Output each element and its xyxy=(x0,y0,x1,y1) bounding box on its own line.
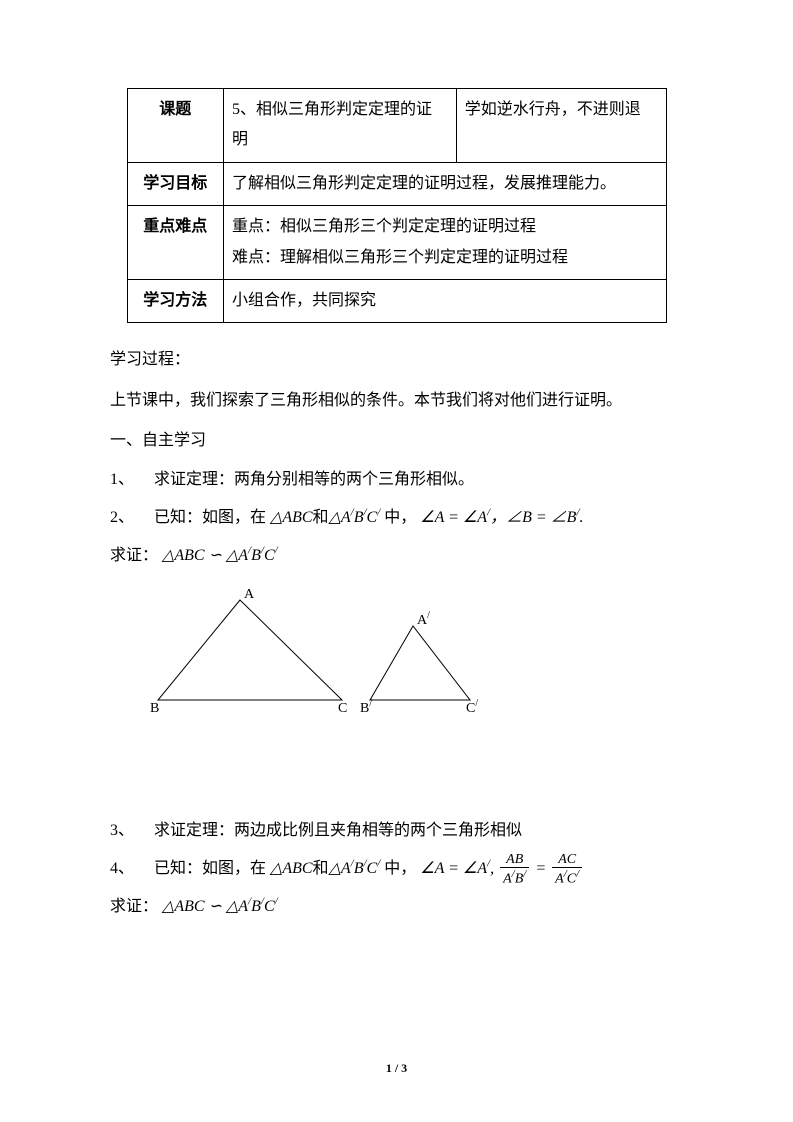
item-2-expr2: △A/B/C/ xyxy=(329,509,381,526)
triangle-abc-prime xyxy=(370,626,470,700)
row1-title: 5、相似三角形判定定理的证明 xyxy=(223,89,456,163)
label-b: B xyxy=(150,701,159,716)
prove-2-expr: △ABC ∽ △A/B/C/ xyxy=(162,898,278,915)
item-2-expr1: △ABC xyxy=(270,509,313,526)
prove-2: 求证： △ABC ∽ △A/B/C/ xyxy=(110,888,683,926)
triangles-svg: A B C A/ B/ C/ xyxy=(140,584,500,718)
process-intro: 上节课中，我们探索了三角形相似的条件。本节我们将对他们进行证明。 xyxy=(110,382,683,420)
row3-lineA: 重点：相似三角形三个判定定理的证明过程 xyxy=(232,212,658,242)
row2-content: 了解相似三角形判定定理的证明过程，发展推理能力。 xyxy=(223,162,666,205)
section-a: 一、自主学习 xyxy=(110,422,683,460)
item-2-num: 2、 xyxy=(110,499,150,537)
item-4: 4、 已知：如图，在 △ABC和△A/B/C/ 中， ∠A = ∠A/, ABA… xyxy=(110,850,683,888)
fraction-ac: ACA/C/ xyxy=(552,852,582,887)
label-b-prime: B/ xyxy=(360,698,372,716)
item-4-expr2: △A/B/C/ xyxy=(329,860,381,877)
item-2: 2、 已知：如图，在 △ABC和△A/B/C/ 中， ∠A = ∠A/，∠B =… xyxy=(110,499,683,537)
item-2-prefix: 已知：如图，在 xyxy=(154,509,266,526)
item-2-mid: 中， xyxy=(384,509,416,526)
row3-label: 重点难点 xyxy=(127,206,223,280)
prove-1: 求证： △ABC ∽ △A/B/C/ xyxy=(110,537,683,575)
item-4-angle: ∠A = ∠A/, xyxy=(420,860,494,877)
row1-label: 课题 xyxy=(127,89,223,163)
triangle-diagram: A B C A/ B/ C/ xyxy=(140,584,500,714)
item-4-mid: 中， xyxy=(384,860,416,877)
item-4-prefix: 已知：如图，在 xyxy=(154,860,266,877)
item-3: 3、 求证定理：两边成比例且夹角相等的两个三角形相似 xyxy=(110,812,683,850)
label-a: A xyxy=(244,587,255,602)
row3-content: 重点：相似三角形三个判定定理的证明过程 难点：理解相似三角形三个判定定理的证明过… xyxy=(223,206,666,280)
row4-label: 学习方法 xyxy=(127,279,223,322)
row3-lineB: 难点：理解相似三角形三个判定定理的证明过程 xyxy=(232,243,658,273)
process-heading: 学习过程： xyxy=(110,341,683,379)
eq-sign: = xyxy=(535,860,546,877)
item-4-num: 4、 xyxy=(110,850,150,888)
triangle-abc xyxy=(158,600,342,700)
info-table: 课题 5、相似三角形判定定理的证明 学如逆水行舟，不进则退 学习目标 了解相似三… xyxy=(127,88,667,323)
row1-motto: 学如逆水行舟，不进则退 xyxy=(456,89,666,163)
label-c-prime: C/ xyxy=(466,698,478,716)
row4-content: 小组合作，共同探究 xyxy=(223,279,666,322)
page-footer: 1 / 3 xyxy=(0,1061,793,1076)
fraction-ab: ABA/B/ xyxy=(500,852,529,887)
prove-1-label: 求证： xyxy=(110,547,158,564)
item-3-num: 3、 xyxy=(110,812,150,850)
blank-gap xyxy=(110,722,683,812)
label-a-prime: A/ xyxy=(417,610,430,628)
label-c: C xyxy=(338,701,347,716)
prove-2-label: 求证： xyxy=(110,898,158,915)
item-2-angles: ∠A = ∠A/，∠B = ∠B/. xyxy=(420,509,583,526)
item-1-text: 求证定理：两角分别相等的两个三角形相似。 xyxy=(154,471,474,488)
item-3-text: 求证定理：两边成比例且夹角相等的两个三角形相似 xyxy=(154,822,522,839)
row2-label: 学习目标 xyxy=(127,162,223,205)
item-1: 1、 求证定理：两角分别相等的两个三角形相似。 xyxy=(110,461,683,499)
item-4-expr1: △ABC xyxy=(270,860,313,877)
item-1-num: 1、 xyxy=(110,461,150,499)
prove-1-expr: △ABC ∽ △A/B/C/ xyxy=(162,547,278,564)
